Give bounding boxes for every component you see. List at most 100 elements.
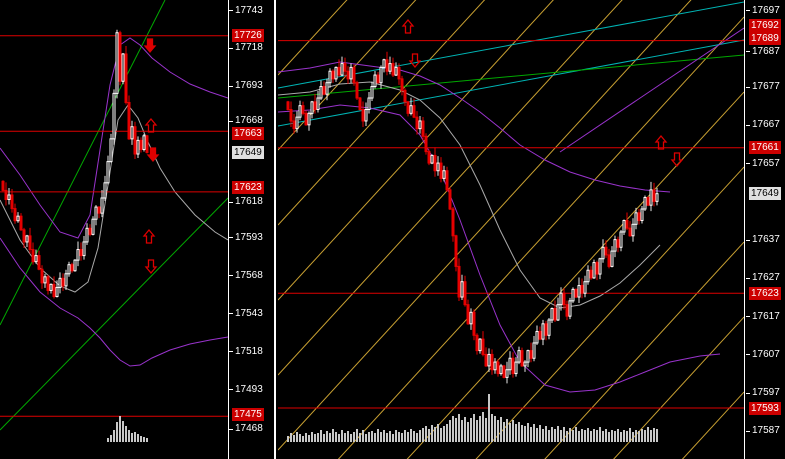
green-trendline[interactable]	[0, 0, 166, 326]
bull-candle	[370, 86, 374, 99]
bear-candle	[4, 189, 8, 201]
axis-tick	[746, 87, 750, 88]
yellow-channel-trendline[interactable]	[278, 166, 744, 459]
bear-candle	[616, 239, 620, 248]
bear-candle	[604, 246, 608, 256]
yellow-channel-trendline[interactable]	[278, 0, 744, 76]
volume-bar	[287, 436, 289, 442]
volume-bar	[431, 425, 433, 442]
yellow-channel-trendline[interactable]	[278, 316, 744, 459]
volume-bar	[440, 428, 442, 442]
yellow-channel-trendline[interactable]	[278, 0, 744, 301]
volume-bar	[593, 429, 595, 442]
volume-bar	[572, 430, 574, 442]
bull-candle	[379, 66, 383, 84]
volume-bar	[560, 430, 562, 442]
volume-bar	[131, 433, 133, 442]
signal-arrow-down-icon	[408, 53, 422, 69]
left-chart-panel[interactable]	[0, 0, 229, 459]
bull-candle	[367, 97, 371, 111]
volume-bar	[362, 430, 364, 442]
volume-bar	[599, 427, 601, 442]
volume-bar	[359, 433, 361, 442]
volume-bar	[641, 429, 643, 442]
volume-bar	[554, 429, 556, 442]
axis-tick	[229, 275, 233, 276]
price-tick-label: 17637	[752, 234, 780, 245]
volume-bar	[410, 429, 412, 442]
bull-candle	[142, 135, 146, 150]
bear-candle	[625, 219, 629, 229]
bull-candle	[106, 161, 110, 184]
volume-bar	[629, 428, 631, 442]
volume-bar	[458, 414, 460, 442]
yellow-channel-trendline[interactable]	[278, 91, 744, 459]
axis-tick	[746, 431, 750, 432]
axis-tick	[229, 389, 233, 390]
bull-candle	[547, 319, 551, 336]
cyan-trendline[interactable]	[278, 39, 744, 127]
price-tick-label: 17677	[752, 81, 780, 92]
left-chart-canvas[interactable]	[0, 0, 228, 459]
right-price-axis[interactable]: 17697 17687 17677 17667 17657 17637 17627 17617…	[746, 0, 785, 459]
bear-candle	[520, 350, 524, 367]
bull-candle	[505, 369, 509, 378]
bear-candle	[472, 311, 476, 336]
volume-bar	[536, 428, 538, 442]
volume-bar	[617, 429, 619, 442]
volume-bar	[626, 431, 628, 442]
yellow-channel-trendline[interactable]	[278, 16, 744, 459]
price-tick-label: 17627	[752, 272, 780, 283]
volume-bar	[605, 429, 607, 442]
axis-tick	[746, 240, 750, 241]
axis-tick	[229, 121, 233, 122]
volume-bar	[353, 432, 355, 442]
right-chart-canvas[interactable]	[278, 0, 744, 459]
bear-candle	[415, 116, 419, 130]
axis-tick	[746, 316, 750, 317]
volume-bar	[500, 417, 502, 442]
yellow-channel-trendline[interactable]	[278, 0, 744, 451]
bull-candle	[601, 246, 605, 260]
bull-candle	[517, 350, 521, 363]
volume-bar	[425, 426, 427, 442]
volume-bar	[608, 432, 610, 442]
bear-candle	[79, 249, 83, 257]
axis-tick	[229, 237, 233, 238]
signal-arrow-up-icon	[144, 117, 158, 133]
cyan-trendline[interactable]	[278, 1, 744, 89]
volume-bar	[392, 434, 394, 442]
bull-candle	[436, 162, 440, 172]
bull-candle	[460, 281, 464, 298]
bear-candle	[19, 215, 23, 231]
volume-bar	[647, 427, 649, 442]
yellow-channel-trendline[interactable]	[278, 0, 744, 226]
bear-candle	[607, 254, 611, 267]
price-tick-label: 17493	[235, 384, 263, 395]
axis-tick	[746, 278, 750, 279]
bull-candle	[349, 66, 353, 80]
bear-candle	[322, 86, 326, 95]
right-chart-panel[interactable]	[278, 0, 745, 459]
bull-candle	[310, 101, 314, 114]
purple-trendline[interactable]	[559, 27, 744, 153]
yellow-channel-trendline[interactable]	[278, 241, 744, 459]
yellow-channel-trendline[interactable]	[278, 0, 744, 151]
yellow-channel-trendline[interactable]	[278, 0, 744, 376]
volume-bar	[575, 427, 577, 442]
volume-bar	[602, 431, 604, 442]
left-price-axis[interactable]: 17743 17718 17693 17668 17618 17593 17568 17543…	[229, 0, 276, 459]
green-trendline[interactable]	[0, 197, 228, 431]
volume-bar	[524, 426, 526, 442]
volume-bar	[314, 434, 316, 442]
bear-candle	[361, 109, 365, 122]
bear-candle	[637, 212, 641, 221]
bear-candle	[427, 151, 431, 164]
volume-bar	[578, 431, 580, 442]
bull-candle	[16, 215, 20, 222]
volume-bar	[446, 424, 448, 442]
volume-bar	[479, 416, 481, 442]
bull-candle	[121, 53, 125, 82]
volume-bar	[434, 427, 436, 442]
